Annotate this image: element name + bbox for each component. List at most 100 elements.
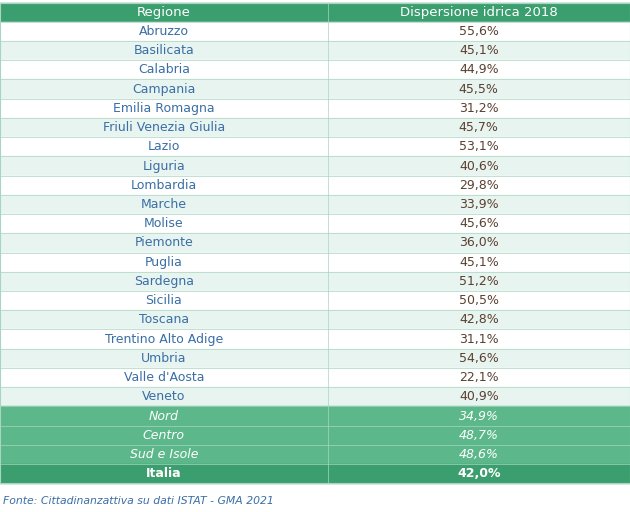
Bar	[328, 252, 630, 272]
Text: Dispersione idrica 2018: Dispersione idrica 2018	[400, 6, 558, 18]
Bar	[328, 349, 630, 368]
Bar	[328, 291, 630, 310]
Bar	[328, 445, 630, 464]
Bar	[328, 99, 630, 118]
Bar	[328, 118, 630, 137]
Text: 45,5%: 45,5%	[459, 82, 499, 96]
Text: Calabria: Calabria	[138, 63, 190, 76]
Text: Sardegna: Sardegna	[134, 275, 194, 288]
Text: 29,8%: 29,8%	[459, 179, 499, 192]
Bar	[328, 156, 630, 176]
Bar	[328, 407, 630, 425]
Bar	[328, 60, 630, 79]
Bar	[328, 137, 630, 156]
Text: Sud e Isole: Sud e Isole	[130, 448, 198, 461]
Bar	[0, 3, 328, 22]
Text: Veneto: Veneto	[142, 390, 185, 403]
Text: 31,1%: 31,1%	[459, 333, 498, 346]
Text: Marche: Marche	[140, 198, 187, 211]
Bar	[0, 387, 328, 407]
Text: 45,6%: 45,6%	[459, 217, 499, 230]
Text: Friuli Venezia Giulia: Friuli Venezia Giulia	[103, 121, 225, 134]
Bar	[328, 368, 630, 387]
Text: 31,2%: 31,2%	[459, 102, 498, 115]
Text: 55,6%: 55,6%	[459, 25, 499, 38]
Bar	[0, 22, 328, 41]
Text: Piemonte: Piemonte	[134, 237, 193, 249]
Text: Fonte: Cittadinanzattiva su dati ISTAT - GMA 2021: Fonte: Cittadinanzattiva su dati ISTAT -…	[3, 496, 274, 506]
Bar	[0, 368, 328, 387]
Bar	[0, 425, 328, 445]
Text: Molise: Molise	[144, 217, 183, 230]
Bar	[0, 464, 328, 483]
Bar	[0, 118, 328, 137]
Bar	[328, 176, 630, 195]
Bar	[0, 233, 328, 252]
Bar	[0, 60, 328, 79]
Bar	[0, 176, 328, 195]
Text: 33,9%: 33,9%	[459, 198, 498, 211]
Bar	[328, 22, 630, 41]
Text: 45,1%: 45,1%	[459, 44, 499, 57]
Text: 40,9%: 40,9%	[459, 390, 499, 403]
Text: 45,1%: 45,1%	[459, 255, 499, 269]
Bar	[328, 41, 630, 60]
Bar	[328, 387, 630, 407]
Bar	[328, 425, 630, 445]
Text: 53,1%: 53,1%	[459, 140, 499, 153]
Text: 48,7%: 48,7%	[459, 429, 499, 442]
Bar	[0, 156, 328, 176]
Text: 54,6%: 54,6%	[459, 352, 499, 365]
Text: 50,5%: 50,5%	[459, 294, 499, 307]
Text: Campania: Campania	[132, 82, 195, 96]
Bar	[0, 330, 328, 349]
Text: 34,9%: 34,9%	[459, 410, 499, 422]
Bar	[0, 407, 328, 425]
Text: Liguria: Liguria	[142, 160, 185, 173]
Bar	[328, 214, 630, 233]
Text: Trentino Alto Adige: Trentino Alto Adige	[105, 333, 223, 346]
Text: Toscana: Toscana	[139, 313, 189, 326]
Bar	[328, 272, 630, 291]
Text: Regione: Regione	[137, 6, 191, 18]
Text: 42,8%: 42,8%	[459, 313, 499, 326]
Bar	[328, 3, 630, 22]
Bar	[328, 233, 630, 252]
Bar	[0, 99, 328, 118]
Bar	[0, 195, 328, 214]
Text: 36,0%: 36,0%	[459, 237, 499, 249]
Text: 51,2%: 51,2%	[459, 275, 499, 288]
Bar	[0, 252, 328, 272]
Text: Centro: Centro	[143, 429, 185, 442]
Text: Umbria: Umbria	[141, 352, 186, 365]
Bar	[328, 330, 630, 349]
Bar	[0, 272, 328, 291]
Text: Lazio: Lazio	[147, 140, 180, 153]
Text: 45,7%: 45,7%	[459, 121, 499, 134]
Text: Sicilia: Sicilia	[146, 294, 182, 307]
Text: 40,6%: 40,6%	[459, 160, 499, 173]
Bar	[0, 214, 328, 233]
Bar	[0, 79, 328, 99]
Text: Lombardia: Lombardia	[130, 179, 197, 192]
Text: Italia: Italia	[146, 467, 181, 480]
Text: Valle d'Aosta: Valle d'Aosta	[123, 371, 204, 384]
Text: Abruzzo: Abruzzo	[139, 25, 189, 38]
Text: Nord: Nord	[149, 410, 179, 422]
Bar	[328, 464, 630, 483]
Bar	[0, 310, 328, 330]
Text: Puglia: Puglia	[145, 255, 183, 269]
Bar	[328, 79, 630, 99]
Bar	[0, 41, 328, 60]
Text: 42,0%: 42,0%	[457, 467, 501, 480]
Bar	[0, 445, 328, 464]
Bar	[328, 310, 630, 330]
Bar	[0, 137, 328, 156]
Text: Basilicata: Basilicata	[134, 44, 194, 57]
Bar	[0, 291, 328, 310]
Text: Emilia Romagna: Emilia Romagna	[113, 102, 215, 115]
Bar	[0, 349, 328, 368]
Bar	[328, 195, 630, 214]
Text: 48,6%: 48,6%	[459, 448, 499, 461]
Text: 44,9%: 44,9%	[459, 63, 498, 76]
